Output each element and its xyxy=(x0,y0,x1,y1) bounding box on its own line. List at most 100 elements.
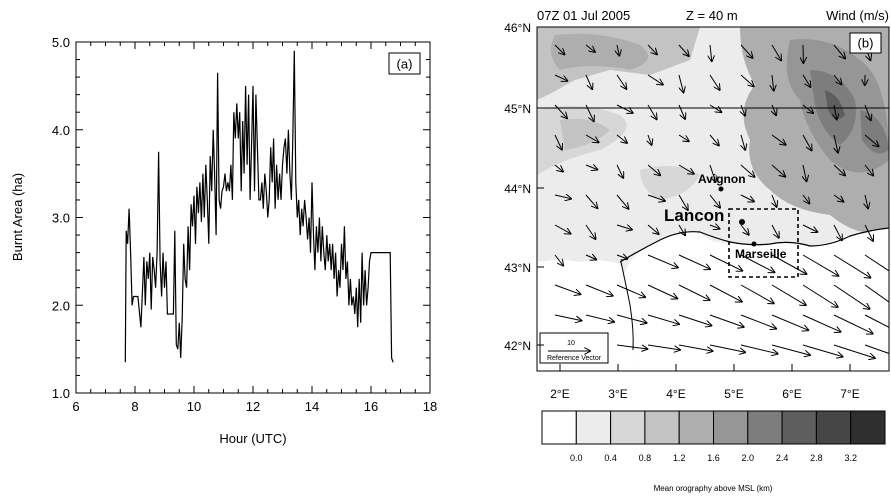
wind-vector xyxy=(585,165,597,170)
wind-vector xyxy=(709,194,720,208)
wind-vector xyxy=(709,314,744,327)
avignon-marker xyxy=(718,186,724,192)
coastline xyxy=(619,227,889,263)
colorbar-swatch xyxy=(713,410,749,445)
wind-vector xyxy=(585,74,592,89)
panel-a-line-chart: 6 8 10 12 14 16 18 1.0 2.0 3.0 4.0 5.0 (a) Hour (U… xyxy=(10,35,437,446)
wind-vector xyxy=(802,194,809,203)
wind-vector xyxy=(678,254,710,269)
wind-vector xyxy=(554,284,580,294)
wind-vector xyxy=(585,255,596,260)
wind-vector xyxy=(709,225,720,229)
wind-vector xyxy=(864,224,873,241)
x-tick-label: 6 xyxy=(72,399,79,414)
wind-vector xyxy=(585,104,594,121)
map-header-level: Z = 40 m xyxy=(686,8,738,23)
x-tick-label: 12 xyxy=(246,399,260,414)
wind-vector xyxy=(864,284,889,303)
wind-vector xyxy=(802,104,813,113)
wind-vector xyxy=(709,74,720,90)
lon-tick-label: 4°E xyxy=(666,387,685,401)
orography-colorbar xyxy=(541,410,886,445)
wind-vector xyxy=(771,344,810,355)
wind-vector xyxy=(554,224,571,234)
lon-tick-label: 6°E xyxy=(782,387,801,401)
wind-vector xyxy=(554,314,581,321)
wind-vector xyxy=(554,104,567,118)
colorbar-swatch xyxy=(850,410,886,445)
wind-vector xyxy=(647,164,660,175)
wind-vector xyxy=(585,194,597,208)
panel-b-wind-map: Avignon Lancon Marseille 10 Reference Ve… xyxy=(504,8,890,493)
lat-tick-label: 44°N xyxy=(504,182,531,196)
wind-vector xyxy=(771,314,808,330)
wind-vector xyxy=(771,254,806,274)
wind-vector xyxy=(802,284,838,307)
colorbar-swatch xyxy=(815,410,852,445)
wind-vector xyxy=(585,284,613,296)
x-tick-label: 18 xyxy=(423,399,437,414)
wind-vectors xyxy=(554,44,889,360)
wind-vector xyxy=(585,314,614,322)
wind-vector xyxy=(802,224,817,232)
y-axis-title: Burnt Area (ha) xyxy=(10,173,25,261)
wind-vector xyxy=(802,314,841,332)
wind-vector xyxy=(833,314,873,334)
wind-vector xyxy=(616,194,629,209)
latitude-labels: 46°N 45°N 44°N 43°N 42°N xyxy=(504,21,531,353)
x-tick-label: 16 xyxy=(364,399,378,414)
wind-vector xyxy=(833,254,870,278)
wind-vector xyxy=(833,164,845,175)
wind-vector xyxy=(834,104,837,120)
map-area: Avignon Lancon Marseille 10 Reference Ve… xyxy=(537,27,889,371)
wind-vector xyxy=(771,284,806,305)
colorbar-level-label: 1.6 xyxy=(707,453,720,463)
avignon-label: Avignon xyxy=(698,172,746,186)
wind-vector xyxy=(833,74,842,84)
x-tick-label: 14 xyxy=(305,399,319,414)
wind-vector xyxy=(678,164,694,174)
wind-vector xyxy=(740,164,755,177)
wind-vector xyxy=(740,284,774,303)
wind-vector xyxy=(647,104,657,119)
panel-label-box xyxy=(388,52,421,75)
study-area-box xyxy=(728,208,799,278)
wind-vector xyxy=(741,104,745,116)
wind-vector xyxy=(740,254,774,272)
axis-ticks xyxy=(75,41,431,394)
map-frame xyxy=(536,26,890,372)
wind-vector xyxy=(864,134,879,146)
panel-label-box xyxy=(849,32,882,54)
wind-vector xyxy=(585,44,595,52)
wind-vector xyxy=(709,104,721,112)
wind-vector xyxy=(647,224,659,234)
wind-vector xyxy=(865,194,868,208)
wind-vector xyxy=(678,344,713,351)
wind-vector xyxy=(834,134,838,153)
wind-vector xyxy=(833,194,844,202)
wind-vector xyxy=(678,44,689,56)
wind-vector xyxy=(772,74,774,91)
wind-vector xyxy=(771,224,779,238)
y-tick-label: 1.0 xyxy=(52,386,70,401)
wind-vector xyxy=(709,344,745,352)
lancon-label: Lancon xyxy=(664,206,724,225)
reference-vector-label: Reference Vector xyxy=(547,355,602,362)
y-tick-label: 4.0 xyxy=(52,123,70,138)
wind-vector xyxy=(864,104,871,120)
wind-vector xyxy=(616,164,623,178)
x-tick-label: 10 xyxy=(187,399,201,414)
wind-vector xyxy=(709,284,742,302)
wind-vector xyxy=(554,164,563,172)
lon-tick-label: 3°E xyxy=(608,387,627,401)
wind-vector xyxy=(616,74,626,89)
reference-vector-box xyxy=(539,332,609,364)
colorbar-swatch xyxy=(747,410,783,445)
lat-tick-label: 43°N xyxy=(504,261,531,275)
wind-vector xyxy=(802,74,810,87)
wind-vector xyxy=(833,344,875,358)
lon-tick-label: 2°E xyxy=(550,387,569,401)
colorbar-level-label: 0.4 xyxy=(604,453,617,463)
wind-vector xyxy=(616,255,627,259)
wind-vector xyxy=(740,314,776,329)
